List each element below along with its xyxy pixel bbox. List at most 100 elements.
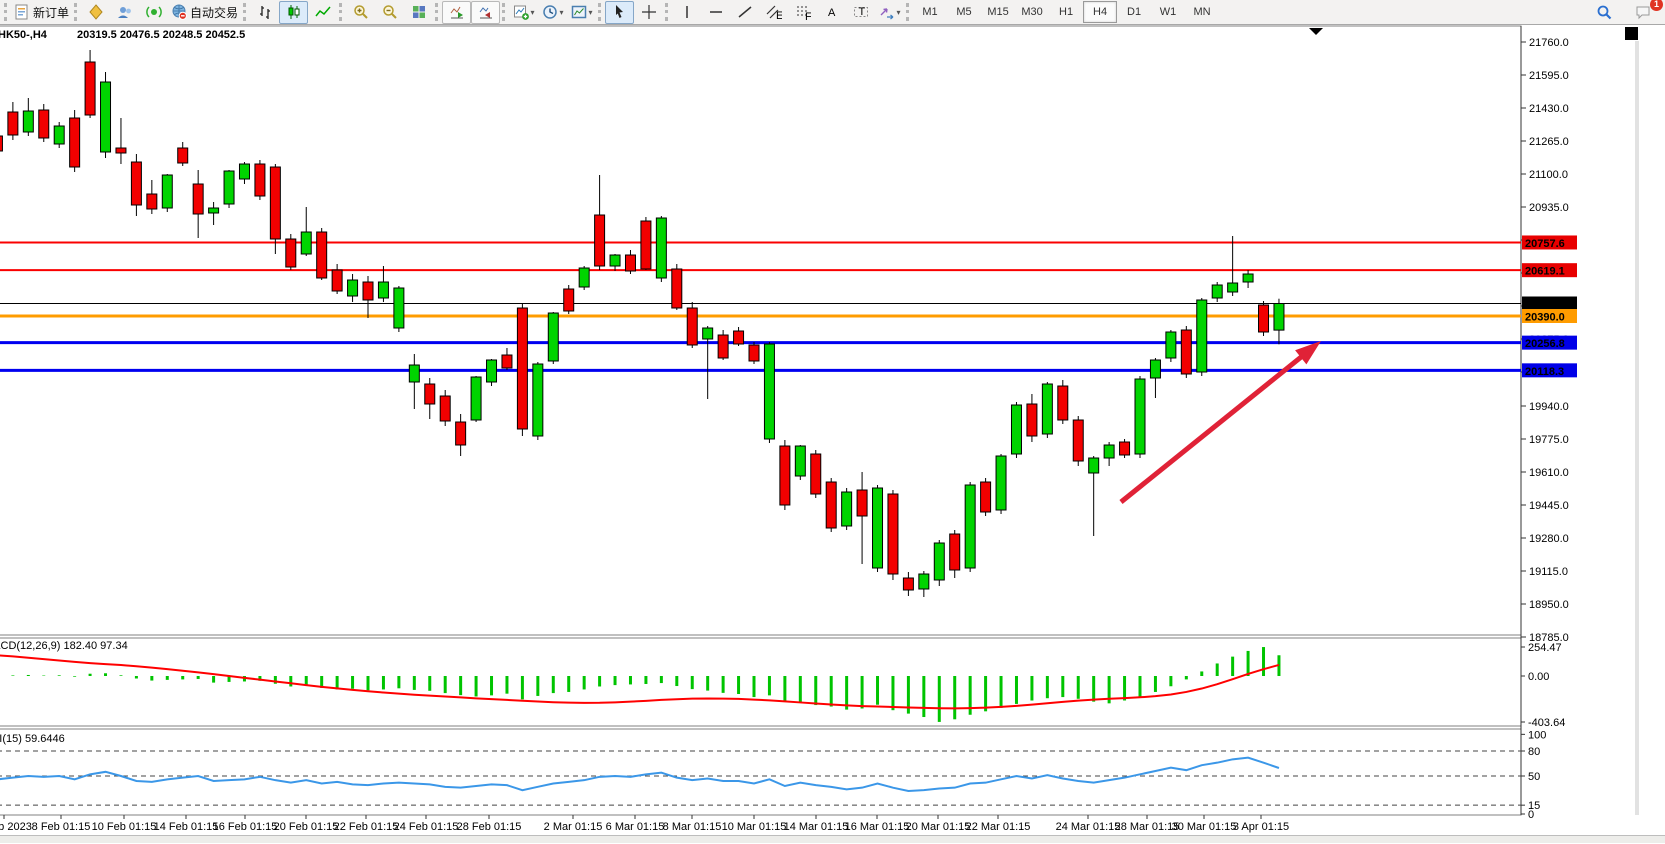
vline-icon: [679, 4, 695, 20]
terminal-button[interactable]: [139, 1, 168, 24]
bull-candle: [872, 487, 884, 569]
trend-arrow-line[interactable]: [1119, 351, 1307, 504]
horizontal-line-button[interactable]: [701, 1, 730, 24]
bear-candle: [84, 61, 96, 116]
template-button[interactable]: ▾: [567, 1, 596, 24]
bull-candle: [933, 542, 945, 581]
fibonacci-icon: F: [795, 4, 811, 20]
timeframe-m30[interactable]: M30: [1021, 6, 1043, 18]
timeframe-m5[interactable]: M5: [956, 6, 972, 18]
crosshair-button[interactable]: [634, 1, 663, 24]
price-tick-label: 19445.0: [1529, 500, 1569, 512]
main-toolbar: 新订单 自动交易 ▾ ▾ ▾ E F A T ▾ M1 M5 M15 M30 H1 H4 D1 W1 MN 1: [0, 0, 1665, 25]
autotrading-button[interactable]: 自动交易: [168, 1, 241, 24]
bear-candle: [640, 220, 652, 270]
price-tick-label: 19940.0: [1529, 401, 1569, 413]
price-tick-label: 21265.0: [1529, 136, 1569, 148]
price-badge: [1522, 235, 1577, 250]
toolbar-handle[interactable]: [665, 3, 669, 21]
bull-candle: [1273, 303, 1285, 331]
timeframe-m1[interactable]: M1: [922, 6, 938, 18]
toolbar-handle[interactable]: [598, 3, 602, 21]
bull-candle: [655, 217, 667, 279]
bear-candle: [69, 117, 81, 168]
shapes-button[interactable]: ▾: [875, 1, 904, 24]
time-label: 6 Feb 2023: [0, 821, 32, 833]
bull-candle: [964, 484, 976, 569]
time-label: 8 Mar 01:15: [663, 821, 722, 833]
tile-windows-button[interactable]: [404, 1, 433, 24]
market-watch-button[interactable]: [81, 1, 110, 24]
timeframe-h1[interactable]: H1: [1059, 6, 1074, 18]
bear-candle: [825, 481, 837, 529]
vertical-line-button[interactable]: [672, 1, 701, 24]
toolbar-handle[interactable]: [435, 3, 439, 21]
bear-candle: [130, 161, 142, 206]
line-chart-button[interactable]: [308, 1, 337, 24]
zoom-in-button[interactable]: [346, 1, 375, 24]
bar-chart-button[interactable]: [250, 1, 279, 24]
rsi-tick-label: 50: [1528, 771, 1540, 783]
navigator-button[interactable]: [110, 1, 139, 24]
toolbar-handle[interactable]: [243, 3, 247, 21]
bull-candle: [1196, 299, 1208, 373]
bull-candle: [609, 254, 621, 267]
fibonacci-button[interactable]: F: [788, 1, 817, 24]
bear-candle: [7, 111, 19, 136]
bull-candle: [841, 491, 853, 527]
signal-icon: [145, 4, 162, 20]
trend-arrow-head[interactable]: [1295, 341, 1321, 365]
chart-shift-button[interactable]: [471, 0, 501, 24]
channel-button[interactable]: E: [759, 1, 788, 24]
bear-candle: [686, 307, 698, 346]
notification-badge: 1: [1650, 0, 1663, 11]
time-label: 10 Mar 01:15: [722, 821, 787, 833]
bear-candle: [146, 193, 158, 210]
bull-candle: [1134, 378, 1146, 455]
timeframe-m15[interactable]: M15: [987, 6, 1009, 18]
rsi-line: [0, 756, 1280, 793]
bull-candle: [223, 170, 235, 205]
candlestick-chart-button[interactable]: [279, 0, 309, 24]
timeframe-mn[interactable]: MN: [1193, 6, 1211, 18]
shapes-icon: [879, 4, 895, 20]
label-button[interactable]: T: [846, 1, 875, 24]
bear-candle: [563, 288, 575, 312]
notifications-button[interactable]: 1: [1628, 0, 1663, 24]
cursor-button[interactable]: [605, 0, 635, 24]
scroll-corner-box[interactable]: [1625, 27, 1638, 40]
new-chart-button[interactable]: ▾: [509, 1, 538, 24]
toolbar-handle[interactable]: [502, 3, 506, 21]
auto-scroll-button[interactable]: [442, 0, 472, 24]
macd-tick-label: 254.47: [1528, 642, 1562, 654]
search-button[interactable]: [1589, 1, 1618, 24]
market-watch-icon: [88, 4, 104, 20]
timeframe-h4[interactable]: H4: [1083, 1, 1118, 23]
text-button[interactable]: A: [817, 1, 846, 24]
toolbar-handle[interactable]: [74, 3, 78, 21]
toolbar-handle[interactable]: [339, 3, 343, 21]
zoom-out-button[interactable]: [375, 1, 404, 24]
bear-candle: [980, 481, 992, 513]
toolbar-handle[interactable]: [906, 3, 910, 21]
toolbar-handle[interactable]: [4, 3, 7, 21]
chart-shift-marker[interactable]: [1309, 28, 1323, 35]
cursor-icon: [612, 4, 628, 20]
text-label-icon: T: [853, 4, 869, 20]
time-label: 2 Mar 01:15: [544, 821, 603, 833]
line-chart-icon: [314, 4, 331, 20]
price-badge-label: 20118.3: [1525, 366, 1564, 378]
trendline-button[interactable]: [730, 1, 759, 24]
bear-candle: [424, 383, 436, 405]
timeframe-d1[interactable]: D1: [1127, 6, 1142, 18]
new-order-button[interactable]: 新订单: [11, 1, 72, 24]
bear-candle: [902, 577, 914, 591]
timeframe-w1[interactable]: W1: [1159, 6, 1177, 18]
bear-candle: [779, 445, 791, 506]
new-order-button-label: 新订单: [33, 5, 70, 20]
bear-candle: [594, 214, 606, 267]
bear-candle: [810, 453, 822, 495]
time-label: 20 Mar 01:15: [906, 821, 971, 833]
period-button[interactable]: ▾: [538, 1, 567, 24]
time-label: 16 Mar 01:15: [845, 821, 910, 833]
